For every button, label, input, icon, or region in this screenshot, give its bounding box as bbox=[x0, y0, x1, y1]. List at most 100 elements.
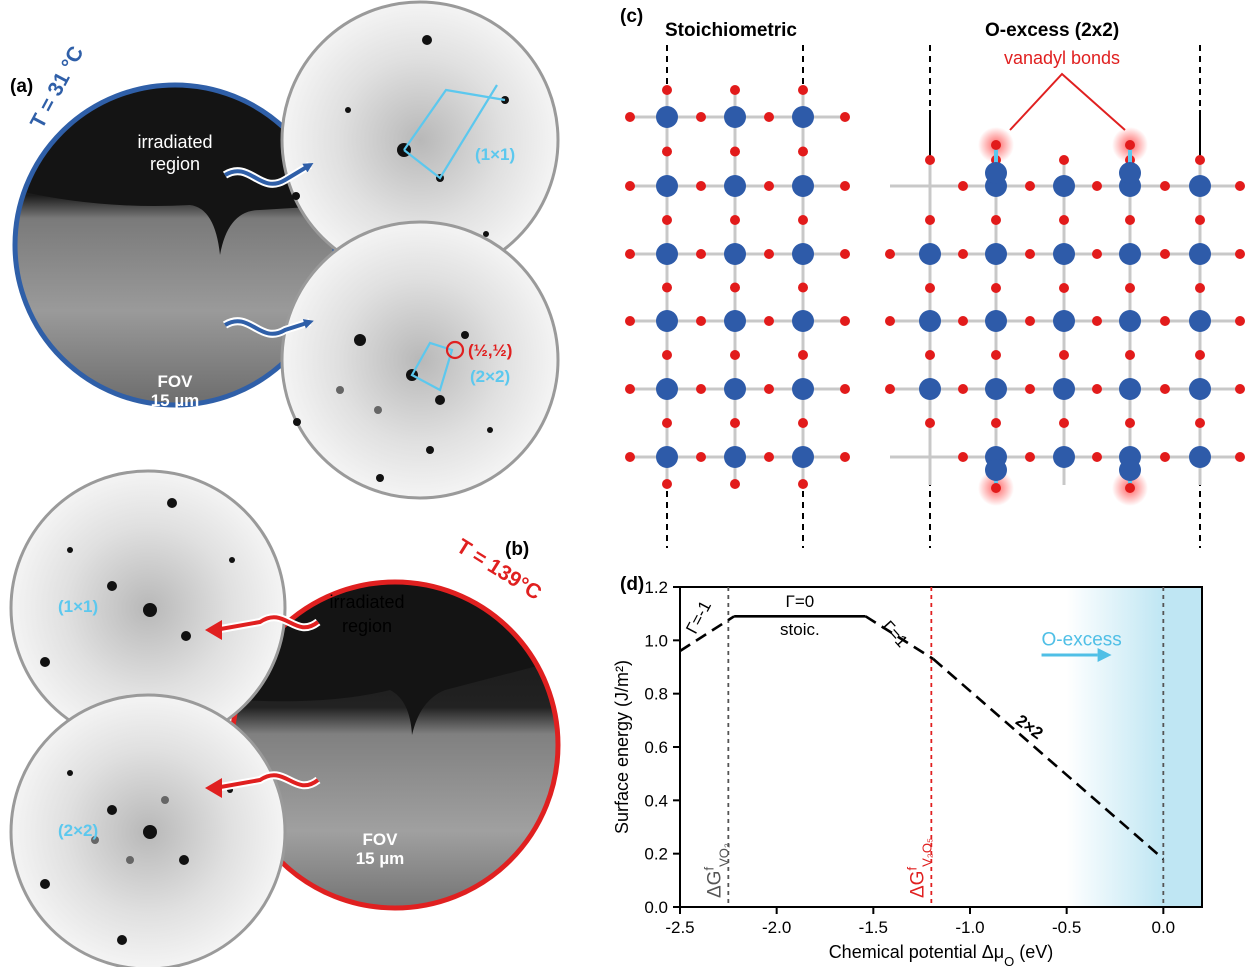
o-atom bbox=[1059, 155, 1069, 165]
o-atom bbox=[991, 283, 1001, 293]
y-tick-label: 0.8 bbox=[644, 685, 668, 704]
o-atom bbox=[1235, 452, 1245, 462]
v-atom bbox=[985, 459, 1007, 481]
o-atom bbox=[1092, 249, 1102, 259]
label-gamma-0: Γ=0 bbox=[785, 592, 814, 611]
series-line bbox=[864, 615, 934, 661]
v-atom bbox=[985, 162, 1007, 184]
vanadyl-oxygen bbox=[991, 140, 1001, 150]
v-atom bbox=[1119, 459, 1141, 481]
v-atom bbox=[1053, 175, 1075, 197]
y-tick-label: 0.4 bbox=[644, 791, 668, 810]
x-tick-label: -2.0 bbox=[762, 918, 791, 937]
o-atom bbox=[662, 350, 672, 360]
v-atom bbox=[1119, 378, 1141, 400]
oexcess-shade bbox=[1066, 587, 1164, 907]
v-atom bbox=[656, 378, 678, 400]
fov-b-1: FOV bbox=[363, 830, 399, 849]
v-atom bbox=[724, 446, 746, 468]
v-atom bbox=[656, 175, 678, 197]
o-atom bbox=[1235, 384, 1245, 394]
o-atom bbox=[925, 215, 935, 225]
o-atom bbox=[764, 452, 774, 462]
series-line bbox=[679, 615, 735, 653]
panel-d-label: (d) bbox=[620, 574, 644, 595]
x-axis-title: Chemical potential ΔμO (eV) bbox=[829, 942, 1054, 967]
o-atom bbox=[625, 316, 635, 326]
o-atom bbox=[764, 384, 774, 394]
v-atom bbox=[1119, 243, 1141, 265]
o-atom bbox=[798, 479, 808, 489]
o-atom bbox=[1025, 452, 1035, 462]
reference-line-label: ΔGfV₂O₅ bbox=[904, 838, 934, 898]
v-atom bbox=[1053, 243, 1075, 265]
o-atom bbox=[925, 418, 935, 428]
v-atom bbox=[985, 243, 1007, 265]
fov-a-1: FOV bbox=[158, 372, 194, 391]
x-axis-subscript: O bbox=[1004, 954, 1014, 967]
v-atom bbox=[919, 310, 941, 332]
o-atom bbox=[798, 282, 808, 293]
v-atom bbox=[724, 310, 746, 332]
o-atom bbox=[730, 85, 740, 95]
o-atom bbox=[1059, 350, 1069, 360]
v-atom bbox=[792, 446, 814, 468]
v-atom bbox=[792, 378, 814, 400]
o-atom bbox=[840, 112, 850, 122]
o-atom bbox=[696, 316, 706, 326]
oexcess-shade-right bbox=[1163, 587, 1202, 907]
o-atom bbox=[925, 350, 935, 360]
leed-1x1-b-label: (1×1) bbox=[58, 597, 98, 616]
y-axis-title: Surface energy (J/m²) bbox=[612, 660, 632, 834]
o-atom bbox=[696, 452, 706, 462]
o-atom bbox=[1160, 384, 1170, 394]
o-atom bbox=[662, 85, 672, 95]
o-atom bbox=[991, 350, 1001, 360]
v-atom bbox=[1053, 378, 1075, 400]
reference-line-sub: V₂O₅ bbox=[919, 838, 934, 867]
o-atom bbox=[840, 384, 850, 394]
leed-spots-1x1-b bbox=[40, 498, 235, 721]
v-atom bbox=[724, 378, 746, 400]
y-tick-label: 1.2 bbox=[644, 578, 668, 597]
o-atom bbox=[958, 384, 968, 394]
y-tick-label: 1.0 bbox=[644, 631, 668, 650]
o-atom bbox=[840, 249, 850, 259]
v-atom bbox=[1119, 310, 1141, 332]
vanadyl-pointer bbox=[1009, 72, 1126, 131]
v-atom bbox=[919, 378, 941, 400]
o-atom bbox=[730, 215, 740, 225]
o-atom bbox=[1160, 249, 1170, 259]
o-atom bbox=[840, 452, 850, 462]
v-atom bbox=[1053, 310, 1075, 332]
o-atom bbox=[696, 112, 706, 122]
vanadyl-oxygen bbox=[1125, 140, 1135, 150]
temperature-b: T = 139°C bbox=[452, 535, 545, 605]
o-atom bbox=[1195, 155, 1205, 165]
half-spot-label: (½,½) bbox=[468, 341, 512, 360]
o-atom bbox=[991, 418, 1001, 428]
label-stoic: stoic. bbox=[780, 620, 820, 639]
o-atom bbox=[1195, 350, 1205, 360]
v-atom bbox=[792, 175, 814, 197]
fov-a-2: 15 µm bbox=[151, 391, 200, 410]
o-atom bbox=[1059, 283, 1069, 293]
v-atom bbox=[656, 106, 678, 128]
o-atom bbox=[885, 384, 895, 394]
y-tick-label: 0.2 bbox=[644, 845, 668, 864]
v-atom bbox=[792, 243, 814, 265]
o-atom bbox=[1059, 418, 1069, 428]
o-atom bbox=[1160, 452, 1170, 462]
x-tick-label: -1.0 bbox=[955, 918, 984, 937]
unit-cell-1x1 bbox=[403, 84, 506, 180]
label-gamma-m1: Γ=-1 bbox=[682, 598, 715, 637]
oexcess-arrowhead bbox=[1097, 648, 1112, 662]
o-atom bbox=[662, 282, 672, 293]
o-atom bbox=[1195, 283, 1205, 293]
o-atom bbox=[764, 181, 774, 191]
x-tick-label: 0.0 bbox=[1152, 918, 1176, 937]
v-atom bbox=[1189, 310, 1211, 332]
label-2x2: 2×2 bbox=[1012, 711, 1047, 743]
v-atom bbox=[1189, 378, 1211, 400]
half-spot-circle bbox=[445, 340, 465, 360]
